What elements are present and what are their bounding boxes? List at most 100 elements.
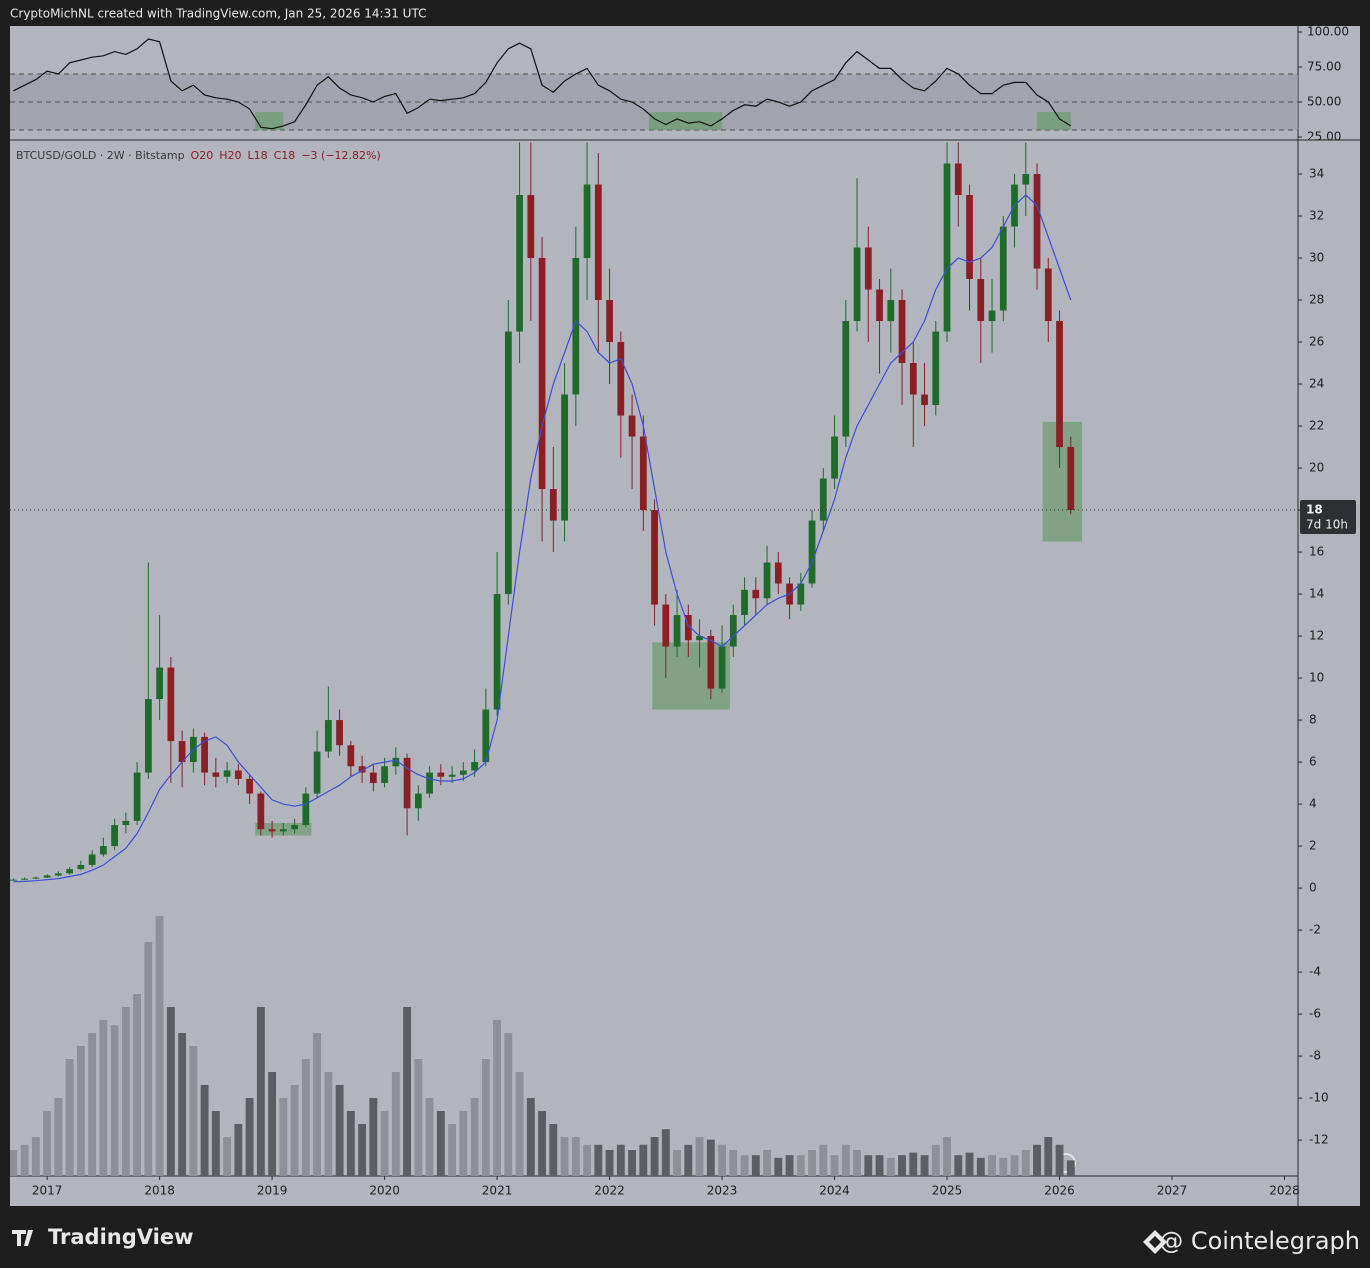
candle-body — [898, 300, 906, 364]
volume-bar — [223, 1137, 232, 1176]
candle-body — [1044, 268, 1052, 322]
volume-bar — [740, 1155, 749, 1176]
candle-body — [729, 615, 737, 647]
volume-bar — [909, 1152, 918, 1176]
volume-bar — [43, 1111, 52, 1176]
candle-body — [493, 594, 501, 710]
volume-bar — [414, 1059, 423, 1176]
volume-bar — [976, 1157, 985, 1176]
candle-body — [178, 741, 186, 763]
candle-body — [324, 720, 332, 752]
candle-body — [561, 394, 568, 521]
candle-body — [246, 778, 253, 794]
volume-bar — [10, 1150, 18, 1176]
y-tick-label: 30 — [1309, 251, 1324, 265]
x-tick-label: 2021 — [482, 1184, 513, 1198]
candle-body — [876, 289, 883, 322]
volume-bar — [313, 1033, 322, 1176]
volume-bar — [841, 1144, 850, 1176]
candle-body — [887, 300, 895, 322]
x-tick-label: 2022 — [594, 1184, 625, 1198]
volume-bar — [324, 1072, 333, 1176]
candle-body — [21, 878, 28, 880]
x-tick-label: 2027 — [1157, 1184, 1188, 1198]
candle-body — [707, 636, 715, 689]
volume-bar — [920, 1155, 929, 1176]
rsi-pane — [10, 38, 1298, 131]
legend-value: C18 — [274, 149, 296, 162]
candle-body — [741, 589, 748, 616]
volume-bar — [290, 1085, 299, 1176]
legend: BTCUSD/GOLD · 2W · Bitstamp O20 H20 L18 C18−… — [16, 149, 381, 162]
candle-body — [32, 877, 40, 879]
candle-body — [167, 667, 175, 742]
y-tick-label: 4 — [1309, 797, 1317, 811]
volume-bar — [931, 1144, 940, 1176]
volume-bar — [279, 1098, 288, 1176]
candle-body — [77, 864, 85, 870]
candle-body — [988, 310, 996, 322]
volume-bar — [1033, 1144, 1041, 1176]
volume-bar — [335, 1085, 344, 1176]
volume-bar — [763, 1150, 771, 1176]
volume-bar — [1066, 1160, 1075, 1176]
volume-bar — [774, 1157, 783, 1176]
x-tick-label: 2025 — [932, 1184, 963, 1198]
footer-source: @ Cointelegraph — [1159, 1227, 1360, 1255]
y-tick-label: 32 — [1309, 209, 1324, 223]
y-tick-label: 14 — [1309, 587, 1324, 601]
volume-bar — [245, 1098, 254, 1176]
candle-body — [651, 510, 658, 605]
candle-body — [291, 825, 298, 830]
y-tick-label: 6 — [1309, 755, 1317, 769]
price-label-box — [1300, 500, 1356, 535]
candle-body — [448, 774, 456, 777]
candle-body — [583, 184, 591, 259]
candle-body — [504, 331, 512, 595]
volume-bar — [369, 1098, 378, 1176]
candle-body — [1022, 174, 1030, 185]
candle-body — [122, 820, 130, 826]
volume-bar — [1055, 1144, 1064, 1176]
candle-body — [437, 772, 445, 777]
volume-bar — [99, 1020, 108, 1176]
candle-body — [336, 720, 343, 746]
volume-bar — [211, 1111, 220, 1176]
candle-body — [932, 331, 940, 406]
candle-body — [99, 846, 107, 855]
volume-bar — [796, 1155, 805, 1176]
candle-body — [696, 636, 703, 641]
volume-bar — [673, 1150, 681, 1176]
header: CryptoMichNL created with TradingView.co… — [10, 7, 426, 21]
y-tick-label: -6 — [1309, 1007, 1321, 1021]
candle-body — [88, 854, 96, 865]
volume-bar — [808, 1150, 816, 1176]
legend-value: O20 — [191, 149, 214, 162]
x-tick-label: 2017 — [32, 1184, 63, 1198]
highlight-box — [652, 642, 730, 710]
candle-body — [279, 829, 287, 832]
volume-bar — [954, 1155, 963, 1176]
volume-bar — [504, 1033, 513, 1176]
legend-value: −3 (−12.82%) — [301, 149, 380, 162]
candle-body — [471, 762, 478, 771]
candle-body — [527, 195, 535, 259]
volume-bar — [943, 1137, 951, 1176]
y-tick-label: -4 — [1309, 965, 1321, 979]
volume-bar — [20, 1144, 29, 1176]
candle-body — [426, 772, 433, 794]
candle-body — [1056, 321, 1063, 448]
volume-bar — [481, 1059, 490, 1176]
rsi-highlight — [255, 112, 284, 131]
y-tick-label: 16 — [1309, 545, 1324, 559]
candle-body — [234, 770, 242, 779]
volume-bar — [144, 942, 153, 1176]
candle-body — [842, 321, 850, 437]
volume-bar — [560, 1137, 569, 1176]
price-axis — [1298, 26, 1360, 1206]
volume-bar — [448, 1124, 457, 1176]
y-tick-label: 34 — [1309, 167, 1324, 181]
candle-body — [516, 195, 523, 332]
candle-body — [54, 873, 62, 876]
